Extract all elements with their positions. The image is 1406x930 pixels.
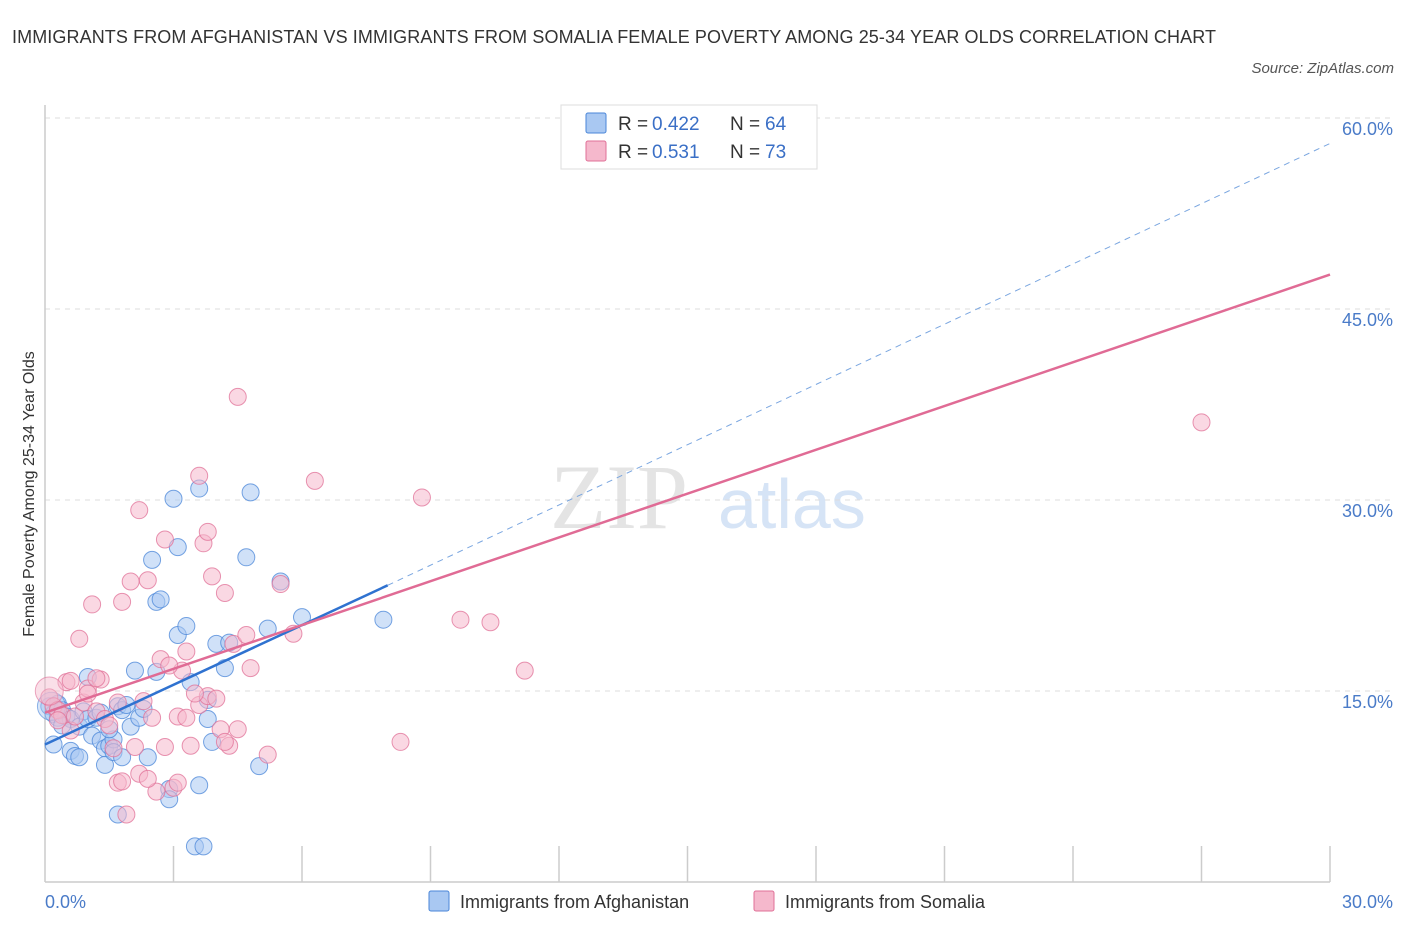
afghanistan-point — [151, 590, 170, 609]
somalia-point — [138, 769, 157, 788]
legend-r-afghanistan: 0.422 — [652, 114, 700, 135]
afghanistan-point — [374, 610, 393, 629]
afghanistan-point — [164, 489, 183, 508]
somalia-point-large — [34, 676, 64, 706]
somalia-point — [185, 684, 204, 703]
somalia-point — [391, 732, 410, 751]
somalia-point — [125, 738, 144, 757]
legend-r-somalia: 0.531 — [652, 142, 700, 163]
legend: R = 0.422 N = 64 R = 0.531 N = 73 — [560, 104, 818, 170]
legend-swatch-somalia — [585, 140, 607, 162]
somalia-point — [258, 745, 277, 764]
somalia-point — [61, 671, 80, 690]
somalia-point — [48, 711, 67, 730]
somalia-point — [83, 595, 102, 614]
somalia-point — [177, 708, 196, 727]
somalia-trend-line — [44, 273, 1331, 714]
afghanistan-point — [95, 755, 114, 774]
somalia-point — [100, 716, 119, 735]
somalia-point — [412, 488, 431, 507]
somalia-point — [104, 739, 123, 758]
legend-r-label-somalia: R = — [618, 142, 648, 163]
somalia-point — [117, 805, 136, 824]
somalia-point — [228, 387, 247, 406]
y-tick-labels: 15.0% 30.0% 45.0% 60.0% — [1342, 119, 1393, 712]
somalia-point — [87, 669, 106, 688]
afghanistan-point — [237, 548, 256, 567]
x-tick-label-min: 0.0% — [45, 892, 86, 912]
y-tick-label: 15.0% — [1342, 692, 1393, 712]
somalia-point — [203, 567, 222, 586]
legend-n-label-somalia: N = — [730, 142, 760, 163]
somalia-point — [190, 466, 209, 485]
somalia-point — [138, 571, 157, 590]
somalia-point — [155, 738, 174, 757]
somalia-point — [113, 592, 132, 611]
legend-n-somalia: 73 — [765, 142, 786, 163]
somalia-point — [130, 501, 149, 520]
y-tick-label: 45.0% — [1342, 310, 1393, 330]
bottom-legend-afghanistan: Immigrants from Afghanistan — [460, 892, 689, 912]
afghanistan-point — [125, 661, 144, 680]
somalia-point — [215, 732, 234, 751]
legend-r-label-afghanistan: R = — [618, 114, 648, 135]
watermark-atlas: atlas — [718, 465, 866, 543]
somalia-point — [143, 708, 162, 727]
bottom-legend-swatch-somalia — [753, 890, 775, 912]
afghanistan-point — [138, 748, 157, 767]
afghanistan-point — [143, 550, 162, 569]
grid — [45, 117, 1393, 692]
bottom-legend-somalia: Immigrants from Somalia — [785, 892, 986, 912]
afghanistan-point — [194, 837, 213, 856]
x-tick-label-max: 30.0% — [1342, 892, 1393, 912]
source-label: Source: ZipAtlas.com — [1251, 60, 1394, 77]
watermark-zip: ZIP — [550, 446, 688, 548]
bottom-legend: Immigrants from Afghanistan Immigrants f… — [428, 890, 986, 912]
somalia-point — [147, 782, 166, 801]
somalia-point — [241, 659, 260, 678]
legend-n-afghanistan: 64 — [765, 114, 787, 135]
x-ticks — [172, 846, 1331, 882]
somalia-point — [70, 629, 89, 648]
afghanistan-point — [70, 748, 89, 767]
somalia-point — [198, 522, 217, 541]
y-tick-label: 60.0% — [1342, 119, 1393, 139]
afghanistan-point — [241, 483, 260, 502]
afghanistan-point — [190, 776, 209, 795]
somalia-point — [271, 575, 290, 594]
bottom-legend-swatch-afghanistan — [428, 890, 450, 912]
trend-lines — [44, 143, 1331, 746]
y-tick-label: 30.0% — [1342, 501, 1393, 521]
somalia-point — [155, 530, 174, 549]
legend-swatch-afghanistan — [585, 112, 607, 134]
somalia-point — [207, 689, 226, 708]
somalia-point — [181, 736, 200, 755]
chart-title: IMMIGRANTS FROM AFGHANISTAN VS IMMIGRANT… — [12, 27, 1217, 47]
afghanistan-point — [198, 710, 217, 729]
somalia-point — [228, 720, 247, 739]
afghanistan-point — [177, 617, 196, 636]
somalia-point — [65, 707, 84, 726]
y-axis-label: Female Poverty Among 25-34 Year Olds — [21, 351, 38, 637]
somalia-point — [515, 661, 534, 680]
somalia-point — [481, 613, 500, 632]
legend-n-label-afghanistan: N = — [730, 114, 760, 135]
somalia-point — [177, 642, 196, 661]
somalia-point — [305, 471, 324, 490]
somalia-point — [121, 572, 140, 591]
afghanistan-trend-line — [44, 584, 389, 746]
afghanistan-trend-extension — [387, 143, 1331, 586]
somalia-point — [215, 583, 234, 602]
somalia-point — [113, 772, 132, 791]
somalia-point — [451, 610, 470, 629]
somalia-point — [168, 773, 187, 792]
somalia-point — [1192, 413, 1211, 432]
